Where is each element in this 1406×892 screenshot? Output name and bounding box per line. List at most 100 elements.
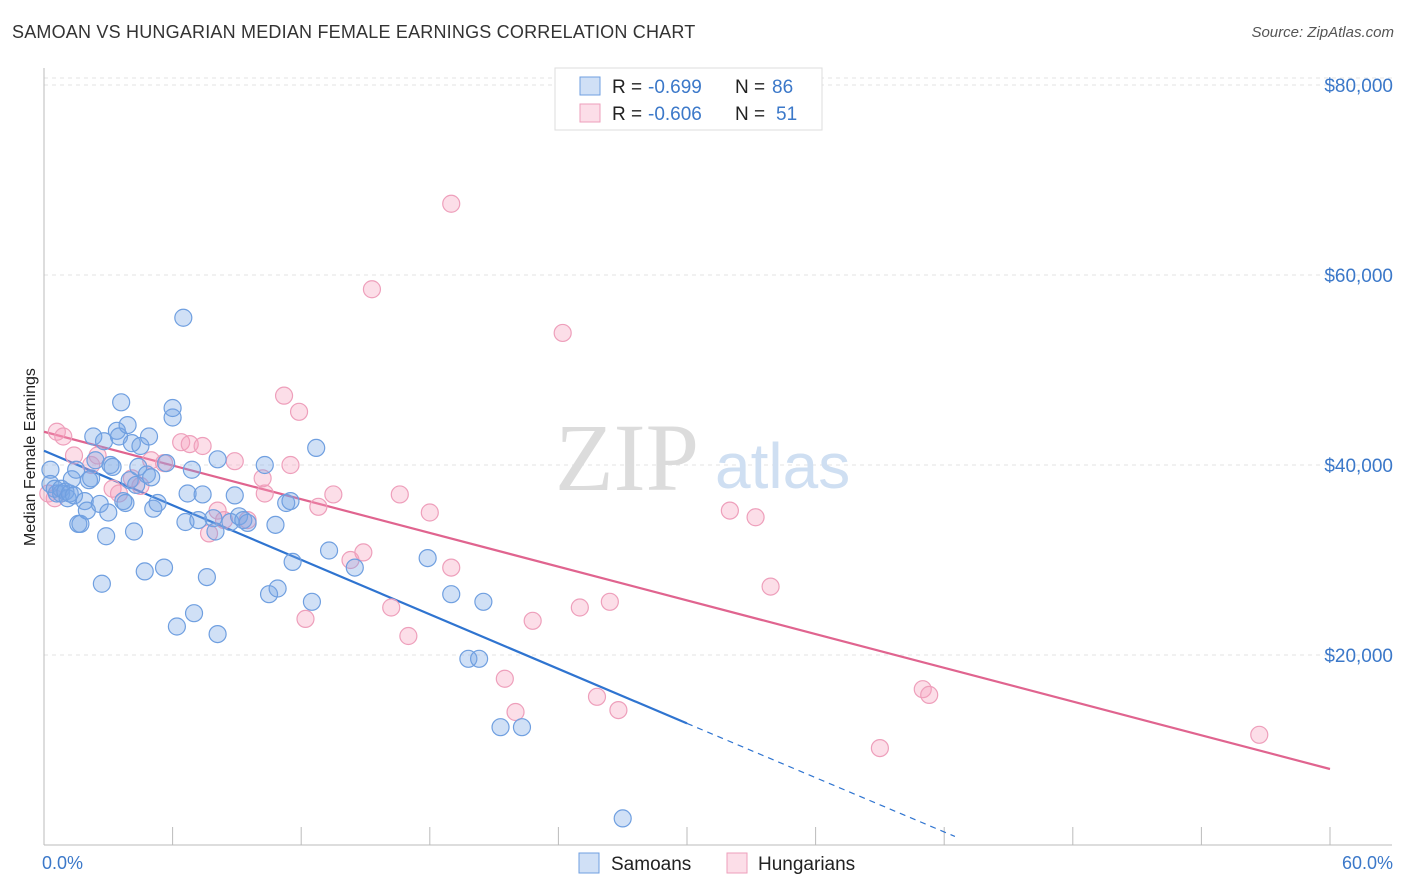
samoans-point xyxy=(163,398,182,418)
hungarians-point xyxy=(390,485,409,504)
samoans-point xyxy=(268,579,287,598)
legend-swatch-samoans xyxy=(579,76,601,96)
hungarians-point xyxy=(281,455,300,475)
samoans-point xyxy=(302,592,322,611)
hungarians-point xyxy=(870,738,890,758)
hungarians-point xyxy=(746,508,765,527)
samoans-point xyxy=(206,522,225,541)
samoans-point xyxy=(491,718,510,737)
bottom-legend-swatch-hungarians xyxy=(726,852,748,874)
hungarians-point xyxy=(225,452,244,471)
legend-swatch-hungarians xyxy=(579,103,601,123)
hungarians-point xyxy=(64,446,84,465)
legend-n-label: N = xyxy=(735,104,765,125)
hungarians-point xyxy=(553,323,572,343)
hungarians-point xyxy=(1250,725,1269,744)
axes xyxy=(43,68,1392,846)
samoans-point xyxy=(469,649,489,668)
bottom-legend-hungarians: Hungarians xyxy=(758,854,855,875)
samoans-point xyxy=(459,649,478,668)
hungarians-point xyxy=(442,194,461,213)
hungarians-point xyxy=(399,626,418,646)
hungarians-point xyxy=(324,485,343,504)
samoans-point xyxy=(512,718,532,737)
samoans-point xyxy=(67,460,86,479)
samoans-point xyxy=(84,427,103,446)
hungarians-point xyxy=(587,687,607,706)
hungarians-point xyxy=(600,592,619,611)
hungarians-point xyxy=(506,702,525,722)
samoans-point xyxy=(174,308,193,327)
legend-r-value: -0.699 xyxy=(648,77,702,98)
samoans-point xyxy=(208,624,227,644)
hungarians-point xyxy=(382,598,401,617)
samoans-point xyxy=(281,492,300,511)
watermark-atlas: atlas xyxy=(715,430,850,502)
hungarians-point xyxy=(289,402,309,421)
samoans-point xyxy=(345,558,364,577)
samoans-point xyxy=(442,585,461,604)
samoans-point xyxy=(184,604,204,623)
legend-r-value: -0.606 xyxy=(648,104,702,125)
samoans-point xyxy=(139,427,159,446)
hungarians-point xyxy=(362,280,382,299)
samoans-point xyxy=(283,552,302,572)
samoans-point xyxy=(193,485,212,504)
hungarians-point xyxy=(420,503,439,522)
samoans-point xyxy=(197,567,216,587)
hungarians-point xyxy=(193,436,212,456)
legend: R = -0.699 N = 86 R = -0.606 N = 51 xyxy=(554,67,823,131)
samoans-point xyxy=(418,548,437,568)
samoans-point xyxy=(266,515,285,534)
samoans-point xyxy=(97,527,116,546)
samoans-point xyxy=(319,541,339,560)
samoans-point xyxy=(613,809,632,828)
hungarians-point xyxy=(720,501,739,520)
hungarians-point xyxy=(274,386,294,405)
y-tick-label: $40,000 xyxy=(1324,456,1393,477)
x-tick-label: 60.0% xyxy=(1342,853,1393,873)
samoans-point xyxy=(82,469,101,488)
samoans-point xyxy=(135,562,154,581)
grid-lines xyxy=(44,77,1392,656)
bottom-legend: Samoans Hungarians xyxy=(578,852,855,875)
y-tick-label: $60,000 xyxy=(1324,266,1393,287)
hungarians-point xyxy=(920,685,939,705)
hungarians-point xyxy=(309,497,328,516)
hungarians-point xyxy=(442,558,461,577)
data-points xyxy=(39,194,1269,828)
samoans-point xyxy=(116,493,135,513)
samoans-point xyxy=(208,450,227,469)
samoans-point xyxy=(189,510,208,530)
legend-r-label: R = xyxy=(612,77,642,98)
watermark: ZIP atlas xyxy=(555,404,850,511)
legend-r-label: R = xyxy=(612,104,642,125)
samoans-point xyxy=(112,393,131,412)
y-axis-label: Median Female Earnings xyxy=(22,368,39,546)
samoans-point xyxy=(64,486,84,505)
samoans-point xyxy=(142,468,161,487)
legend-n-label: N = xyxy=(735,77,765,98)
samoans-point xyxy=(154,558,174,577)
bottom-legend-samoans: Samoans xyxy=(611,854,691,875)
samoans-point xyxy=(163,408,182,427)
hungarians-point xyxy=(255,484,274,503)
samoans-trend-line-extension xyxy=(686,722,956,838)
samoans-point xyxy=(118,416,137,435)
samoans-point xyxy=(99,503,118,522)
hungarians-point xyxy=(761,577,780,596)
hungarians-point xyxy=(253,469,272,488)
samoans-point xyxy=(127,475,146,495)
y-tick-label: $20,000 xyxy=(1324,646,1393,667)
hungarians-point xyxy=(495,669,514,688)
hungarians-point xyxy=(54,427,73,446)
samoans-point xyxy=(124,522,144,541)
bottom-legend-swatch-samoans xyxy=(578,852,600,874)
samoans-point xyxy=(92,574,111,593)
hungarians-point xyxy=(523,611,542,630)
samoans-point xyxy=(307,438,326,457)
samoans-point xyxy=(148,493,167,513)
chart-source: Source: ZipAtlas.com xyxy=(1251,24,1394,41)
samoans-point xyxy=(225,486,244,505)
